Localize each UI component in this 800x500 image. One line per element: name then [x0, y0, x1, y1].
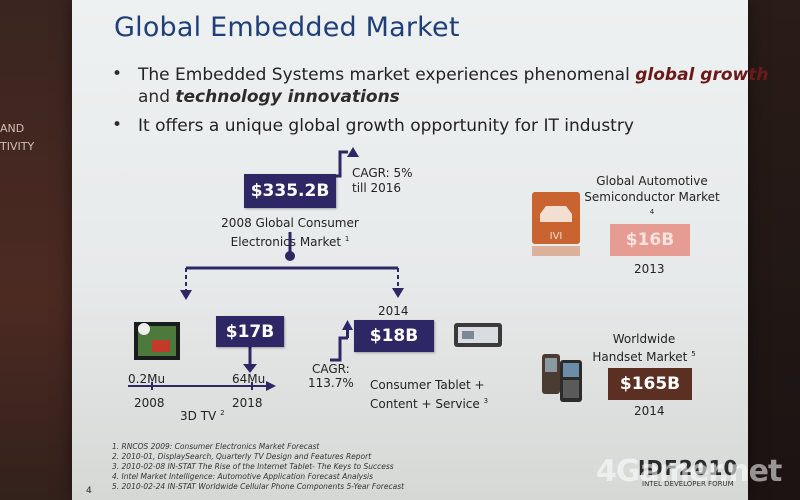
tablet-cagr-value: 113.7% — [308, 376, 354, 390]
tablet-market-label: Consumer Tablet + — [370, 378, 485, 392]
arrowhead — [266, 381, 276, 391]
slide-title: Global Embedded Market — [114, 12, 460, 43]
tree-node — [285, 251, 295, 261]
tv3d-units-end: 64Mu — [232, 372, 266, 386]
bullet-point: • It offers a unique global growth oppor… — [112, 115, 694, 137]
handset-market-value: $165B — [608, 368, 692, 400]
automotive-year: 2013 — [634, 262, 665, 276]
handset-market-label: Handset Market — [592, 350, 688, 364]
footnote: 1. RNCOS 2009: Consumer Electronics Mark… — [112, 442, 320, 451]
handset-market-label: Worldwide — [612, 332, 676, 346]
ivi-label: IVI — [549, 231, 563, 242]
footnote-ref: 3 — [483, 397, 489, 405]
tablet-market-label: Content + Service — [370, 397, 480, 411]
bullet-emphasis: technology innovations — [175, 87, 400, 107]
tv3d-year-start: 2008 — [134, 396, 165, 410]
footnote-ref: 4 — [649, 208, 655, 216]
bullet-point: • The Embedded Systems market experience… — [112, 64, 768, 108]
idf-subtitle: INTEL DEVELOPER FORUM — [642, 480, 734, 488]
bullet-symbol: • — [112, 115, 123, 135]
handset-year: 2014 — [634, 404, 665, 418]
bullet-text: It offers a unique global growth opportu… — [138, 116, 634, 136]
bullet-symbol: • — [112, 64, 123, 84]
tv3d-label: 3D TV — [180, 409, 217, 423]
bullet-point-continued: and technology innovations — [138, 86, 400, 108]
tablet-cagr: CAGR: — [312, 362, 350, 376]
tv3d-year-end: 2018 — [232, 396, 263, 410]
bullet-emphasis: global growth — [635, 65, 769, 85]
footnote: 3. 2010-02-08 IN-STAT The Rise of the In… — [112, 462, 394, 471]
consumer-market-label: Electronics Market — [230, 235, 342, 249]
tv3d-units-start: 0.2Mu — [128, 372, 166, 386]
bullet-text: and — [138, 87, 176, 107]
arrowhead — [180, 290, 192, 300]
arrowhead — [392, 288, 404, 298]
watermark: 4Gamer.net — [596, 454, 782, 489]
footnote-ref: 1 — [344, 235, 350, 243]
automotive-market-value: $16B — [610, 224, 690, 256]
idf-logo: IDF2010 — [638, 456, 739, 480]
footnote-ref: 5 — [691, 350, 696, 358]
bullet-text: The Embedded Systems market experiences … — [138, 65, 636, 85]
footnote: 2. 2010-01, DisplaySearch, Quarterly TV … — [112, 452, 372, 461]
tablet-market-value: $18B — [354, 320, 434, 352]
footnote: 5. 2010-02-24 IN-STAT Worldwide Cellular… — [112, 482, 405, 491]
arrowhead — [342, 320, 353, 330]
consumer-market-value: $335.2B — [244, 174, 336, 208]
arrowhead — [347, 147, 359, 157]
wall-right — [740, 0, 800, 500]
diagram-connectors — [128, 147, 582, 402]
growth-arrow — [262, 150, 348, 178]
wall-doodle-text: AND — [0, 122, 25, 135]
footnote-ref: 2 — [220, 409, 225, 417]
arrowhead — [243, 364, 257, 373]
automotive-market-label: Global Automotive — [596, 174, 708, 188]
wall-left — [0, 0, 78, 500]
wall-doodle-text: TIVITY — [0, 140, 35, 153]
presentation-slide: Global Embedded Market • The Embedded Sy… — [72, 0, 768, 500]
tv3d-market-value: $17B — [216, 316, 284, 347]
growth-arrow — [330, 336, 348, 362]
footnote: 4. Intel Market Intelligence: Automotive… — [112, 472, 374, 481]
page-number: 4 — [86, 486, 92, 496]
tablet-year: 2014 — [378, 304, 409, 318]
consumer-cagr-period: till 2016 — [352, 181, 402, 195]
consumer-market-label: 2008 Global Consumer — [221, 216, 359, 230]
automotive-market-label: Semiconductor Market — [584, 190, 720, 204]
consumer-cagr: CAGR: 5% — [352, 166, 413, 180]
